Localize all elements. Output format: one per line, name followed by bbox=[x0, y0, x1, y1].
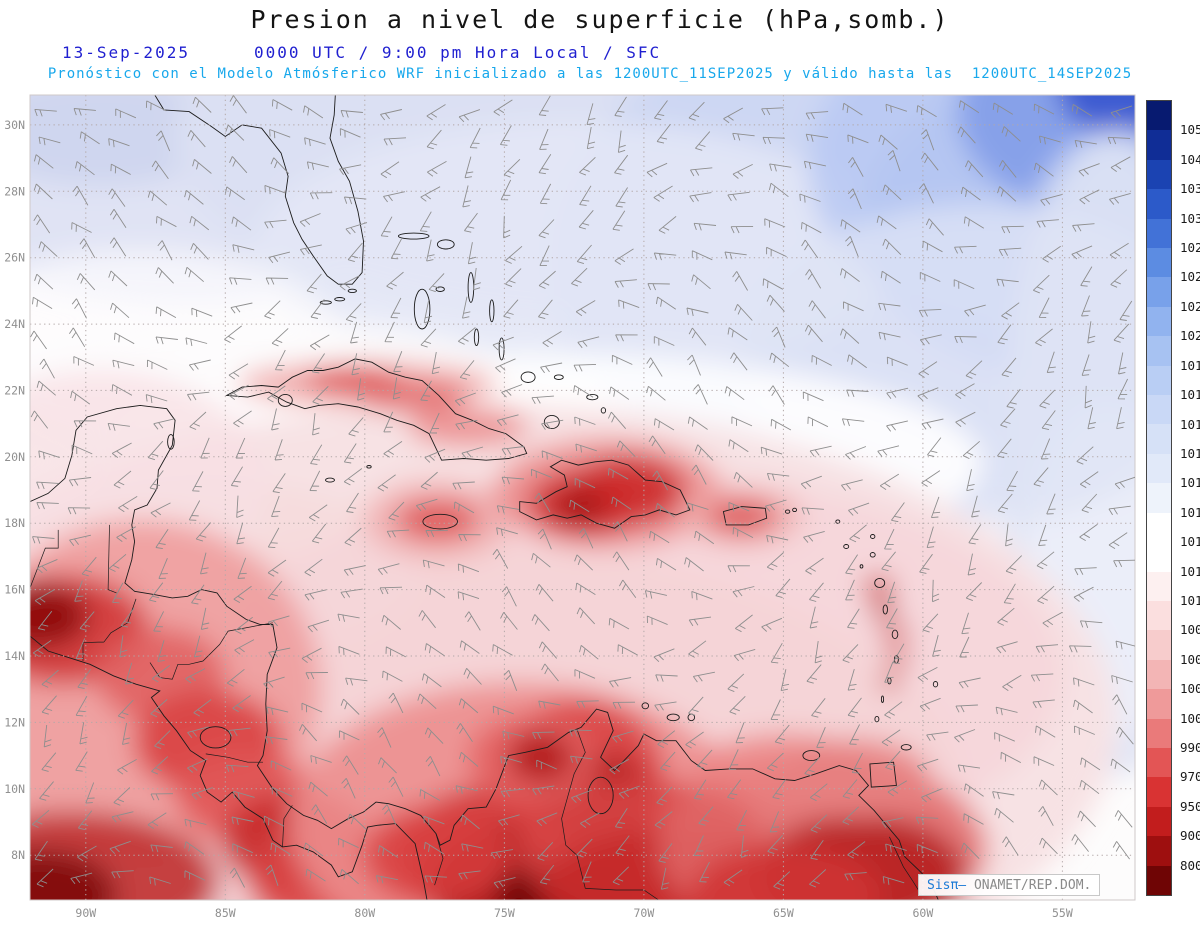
colorbar-segment bbox=[1147, 747, 1171, 778]
attribution-org: ONAMET/REP.DOM. bbox=[966, 877, 1092, 893]
colorbar-tick-label: 1008 bbox=[1180, 622, 1200, 638]
colorbar-tick-label: 1013 bbox=[1180, 534, 1200, 550]
attribution-brand: Sisπ– bbox=[927, 877, 967, 893]
valid-time-line: 13-Sep-2025 0000 UTC / 9:00 pm Hora Local… bbox=[62, 43, 661, 62]
colorbar-tick-label: 1025 bbox=[1180, 269, 1200, 285]
colorbar-segment bbox=[1147, 865, 1171, 895]
valid-time: 0000 UTC / 9:00 pm Hora Local / SFC bbox=[253, 43, 662, 62]
colorbar-segment bbox=[1147, 777, 1171, 807]
colorbar-segment bbox=[1147, 483, 1171, 513]
colorbar-segment bbox=[1147, 512, 1171, 543]
colorbar-tick-label: 1035 bbox=[1180, 181, 1200, 197]
lat-tick-label: 30N bbox=[4, 118, 25, 132]
colorbar-segment bbox=[1147, 218, 1171, 249]
model-info-line: Pronóstico con el Modelo Atmósferico WRF… bbox=[47, 66, 1133, 82]
colorbar-tick-label: 1022 bbox=[1180, 298, 1200, 314]
lon-tick-label: 55W bbox=[1052, 906, 1073, 920]
colorbar-segment bbox=[1147, 453, 1171, 484]
lon-tick-label: 60W bbox=[913, 906, 934, 920]
colorbar-tick-label: 1020 bbox=[1180, 328, 1200, 344]
lat-tick-label: 18N bbox=[4, 516, 25, 530]
lat-tick-label: 8N bbox=[11, 848, 25, 862]
page-title: Presion a nivel de superficie (hPa,somb.… bbox=[250, 5, 950, 34]
lon-tick-label: 65W bbox=[773, 906, 794, 920]
wind-barbs-layer bbox=[30, 95, 1135, 890]
colorbar-tick-label: 1019 bbox=[1180, 357, 1200, 373]
colorbar-segment bbox=[1147, 600, 1171, 631]
graticule-layer bbox=[30, 95, 1135, 900]
colorbar-tick-label: 800 bbox=[1180, 857, 1200, 873]
lat-tick-label: 12N bbox=[4, 715, 25, 729]
colorbar-segment bbox=[1147, 806, 1171, 837]
colorbar-segment bbox=[1147, 659, 1171, 690]
colorbar-segment bbox=[1147, 306, 1171, 337]
colorbar-tick-label: 1006 bbox=[1180, 651, 1200, 667]
colorbar-segment bbox=[1147, 718, 1171, 748]
colorbar-tick-label: 1010 bbox=[1180, 592, 1200, 608]
colorbar-segment bbox=[1147, 189, 1171, 219]
lon-tick-label: 90W bbox=[75, 906, 96, 920]
colorbar-tick-label: 1040 bbox=[1180, 151, 1200, 167]
lat-tick-label: 22N bbox=[4, 383, 25, 397]
colorbar-segment bbox=[1147, 130, 1171, 160]
colorbar-segment bbox=[1147, 159, 1171, 190]
colorbar-tick-label: 1012 bbox=[1180, 563, 1200, 579]
colorbar-tick-label: 990 bbox=[1180, 740, 1200, 755]
colorbar-segment bbox=[1147, 277, 1171, 307]
colorbar-tick-label: 1016 bbox=[1180, 445, 1200, 461]
colorbar-tick-label: 900 bbox=[1180, 828, 1200, 844]
colorbar-segment bbox=[1147, 248, 1171, 278]
colorbar-tick-label: 1050 bbox=[1180, 122, 1200, 138]
colorbar-tick-label: 1014 bbox=[1180, 504, 1200, 520]
colorbar-tick-label: 1015 bbox=[1180, 475, 1200, 491]
colorbar-segment bbox=[1147, 571, 1171, 601]
colorbar-segment bbox=[1147, 542, 1171, 572]
lat-tick-label: 14N bbox=[4, 649, 25, 663]
lat-tick-label: 10N bbox=[4, 782, 25, 796]
colorbar-tick-label: 1000 bbox=[1180, 710, 1200, 726]
lat-tick-label: 24N bbox=[4, 317, 25, 331]
colorbar-tick-label: 950 bbox=[1180, 798, 1200, 814]
lon-tick-label: 85W bbox=[215, 906, 236, 920]
colorbar-segment bbox=[1147, 836, 1171, 866]
colorbar-tick-label: 1018 bbox=[1180, 387, 1200, 403]
colorbar-segment bbox=[1147, 630, 1171, 660]
colorbar-segment bbox=[1147, 101, 1171, 131]
colorbar-tick-label: 1028 bbox=[1180, 240, 1200, 255]
lat-tick-label: 26N bbox=[4, 251, 25, 265]
colorbar-tick-label: 970 bbox=[1180, 769, 1200, 785]
colorbar-segment bbox=[1147, 336, 1171, 366]
colorbar-tick-label: 1017 bbox=[1180, 416, 1200, 432]
colorbar-segment bbox=[1147, 365, 1171, 396]
colorbar: 1050 1040 1035 1030 1028 1025 1022 1020 1019 1018… bbox=[1146, 100, 1200, 896]
lon-tick-label: 80W bbox=[354, 906, 375, 920]
lat-tick-label: 16N bbox=[4, 583, 25, 597]
lat-tick-label: 28N bbox=[4, 184, 25, 198]
coastlines-layer bbox=[30, 95, 939, 900]
colorbar-tick-label: 1002 bbox=[1180, 681, 1200, 697]
valid-date: 13-Sep-2025 bbox=[62, 43, 190, 62]
colorbar-tick-label: 1030 bbox=[1180, 210, 1200, 226]
lon-tick-label: 70W bbox=[634, 906, 655, 920]
colorbar-segment bbox=[1147, 395, 1171, 425]
lon-tick-label: 75W bbox=[494, 906, 515, 920]
axis-labels-layer: 30N 28N 26N 24N 22N 20N 18N 16N 14N 12N 10N 8N 90W 85… bbox=[4, 118, 1073, 920]
attribution-box: Sisπ– ONAMET/REP.DOM. bbox=[918, 874, 1101, 896]
lat-tick-label: 20N bbox=[4, 450, 25, 464]
colorbar-segment bbox=[1147, 689, 1171, 719]
colorbar-segment bbox=[1147, 424, 1171, 454]
